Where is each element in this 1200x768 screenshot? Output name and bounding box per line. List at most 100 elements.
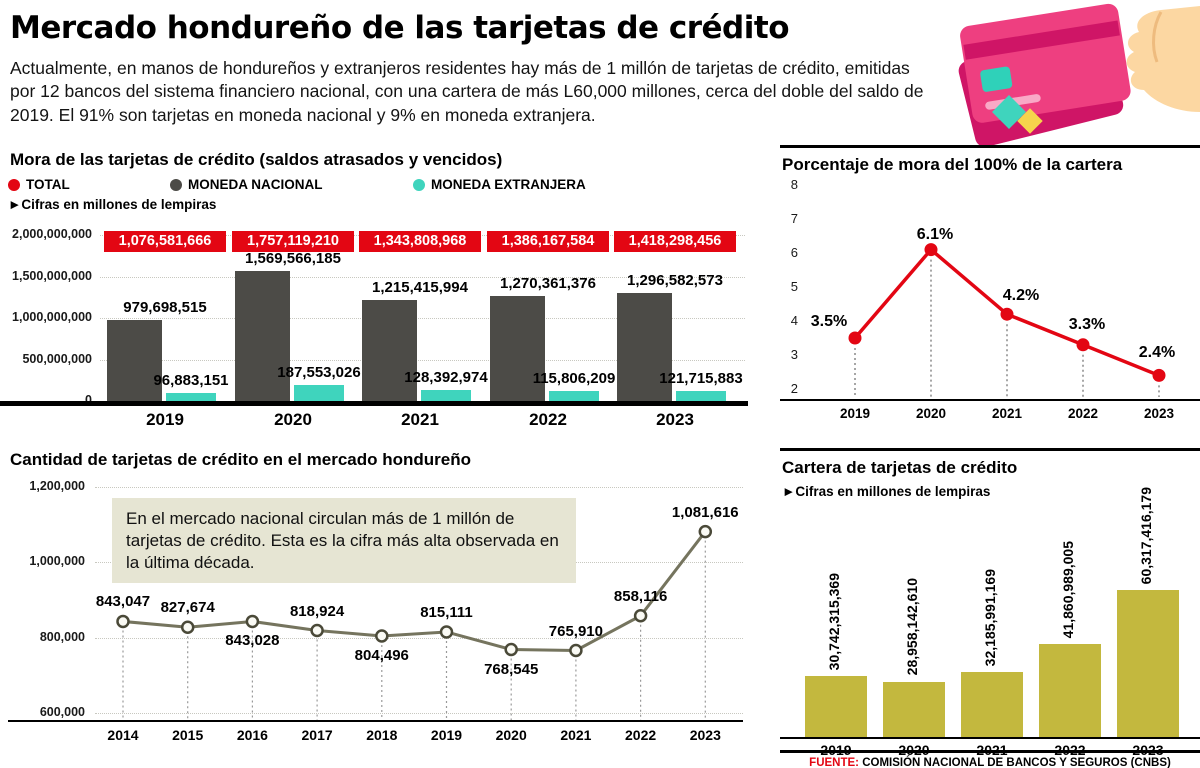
bar-value-label: 979,698,515	[123, 298, 207, 316]
x-axis	[0, 401, 748, 406]
x-axis-year: 2021	[401, 410, 439, 429]
bar-moneda-nacional	[362, 300, 417, 401]
total-badge: 1,076,581,666	[104, 231, 226, 252]
total-badge: 1,386,167,584	[487, 231, 609, 252]
bar-value-label: 1,296,582,573	[627, 272, 723, 290]
x-axis-year: 2022	[529, 410, 567, 429]
cartera-note: ►Cifras en millones de lempiras	[782, 484, 991, 499]
cantidad-tarjetas-title: Cantidad de tarjetas de crédito en el me…	[10, 450, 471, 469]
page-title: Mercado hondureño de las tarjetas de cré…	[10, 10, 790, 46]
y-axis-label: 6	[790, 245, 798, 260]
bar-value-label: 1,569,566,185	[245, 249, 341, 267]
x-axis-year: 2021	[991, 406, 1023, 421]
total-badge: 1,418,298,456	[614, 231, 736, 252]
x-axis-year: 2019	[146, 410, 184, 429]
mora-chart-legend: TOTAL MONEDA NACIONAL MONEDA EXTRANJERA	[0, 177, 748, 197]
credit-cards-illustration	[945, 0, 1200, 147]
moneda-nacional-legend-dot-icon	[170, 178, 182, 191]
gridline	[95, 637, 743, 639]
x-axis-year: 2021	[560, 727, 592, 743]
cartera-bar	[1039, 643, 1101, 737]
section-divider	[780, 448, 1200, 451]
y-axis-label: 500,000,000	[22, 351, 92, 366]
cartera-plot: 30,742,315,369 2019 28,958,142,610 2020 32,1…	[780, 448, 1200, 768]
bar-moneda-nacional	[235, 270, 290, 401]
y-axis-label: 7	[790, 211, 798, 226]
y-axis-label: 5	[790, 279, 798, 294]
y-axis-label: 8	[790, 177, 798, 192]
x-axis-year: 2020	[495, 727, 527, 743]
point-label: 1,081,616	[671, 503, 739, 521]
point-label: 843,028	[225, 632, 280, 650]
total-legend-dot-icon	[8, 178, 20, 191]
x-axis-year: 2018	[366, 727, 398, 743]
cantidad-tarjetas-plot: 1,200,000 1,000,000 800,000 600,000 843,047 8…	[0, 443, 748, 748]
point-label: 804,496	[354, 646, 409, 664]
y-axis-label: 4	[790, 313, 798, 328]
legend-label-total: TOTAL	[26, 177, 70, 192]
bar-value-label: 121,715,883	[659, 369, 743, 387]
x-axis-year: 2019	[430, 727, 463, 743]
bar-moneda-extranjera	[676, 390, 726, 401]
cartera-title: Cartera de tarjetas de crédito	[782, 458, 1018, 477]
mora-chart-title: Mora de las tarjetas de crédito (saldos …	[10, 150, 503, 169]
gridline	[100, 318, 745, 319]
porcentaje-mora-section: Porcentaje de mora del 100% de la carter…	[780, 145, 1200, 443]
point-label: 818,924	[289, 602, 345, 620]
bar-value-label: 96,883,151	[153, 371, 229, 389]
x-axis-year: 2019	[839, 406, 871, 421]
y-axis-label: 800,000	[39, 629, 85, 644]
y-axis-label: 1,200,000	[29, 479, 85, 493]
gridline	[100, 276, 745, 278]
legend-item-total: TOTAL	[8, 177, 70, 192]
bar-value-label: 115,806,209	[532, 370, 616, 388]
porcentaje-mora-title: Porcentaje de mora del 100% de la carter…	[782, 155, 1123, 174]
point-label: 4.2%	[1002, 287, 1040, 305]
source-line: FUENTE: COMISIÓN NACIONAL DE BANCOS Y SE…	[780, 750, 1200, 768]
bar-moneda-extranjera	[166, 392, 216, 401]
cartera-bar	[1117, 590, 1179, 737]
mora-chart-note: ►Cifras en millones de lempiras	[8, 197, 217, 212]
source-label: FUENTE:	[809, 757, 860, 768]
bar-value-label: 1,270,361,376	[500, 274, 596, 292]
point-label: 2.4%	[1138, 344, 1176, 362]
legend-label-moneda-nacional: MONEDA NACIONAL	[188, 177, 323, 192]
bar-value-label: 1,215,415,994	[372, 279, 468, 297]
point-label: 827,674	[160, 599, 215, 617]
bar-value-label: 187,553,026	[277, 364, 361, 382]
y-axis-label: 1,500,000,000	[12, 268, 92, 283]
bar-moneda-nacional	[490, 295, 545, 401]
y-axis-label: 1,000,000	[29, 554, 85, 569]
point-label: 765,910	[548, 622, 603, 640]
bar-value-label: 41,860,989,005	[1060, 540, 1076, 638]
point-label: 6.1%	[916, 225, 954, 243]
porcentaje-line-canvas	[848, 243, 1166, 397]
point-label: 3.5%	[810, 313, 848, 330]
bar-moneda-nacional	[617, 293, 672, 401]
x-axis-year: 2022	[1067, 406, 1099, 421]
point-label: 768,545	[484, 660, 539, 678]
cartera-bar	[805, 676, 867, 737]
moneda-extranjera-legend-dot-icon	[413, 178, 425, 191]
bar-value-label: 128,392,974	[404, 369, 488, 387]
x-axis-year: 2020	[915, 406, 947, 421]
x-axis-year: 2020	[274, 410, 312, 429]
credit-cards-icon	[958, 3, 1200, 147]
x-axis	[780, 399, 1200, 401]
cartera-bar	[961, 672, 1023, 737]
y-axis-label: 0	[85, 393, 92, 407]
point-label: 858,116	[613, 587, 668, 605]
bar-value-label: 32,185,991,169	[982, 568, 998, 667]
x-axis-year: 2016	[236, 727, 268, 743]
cartera-bar	[883, 681, 945, 737]
x-axis-year: 2014	[107, 727, 139, 743]
cartera-section: Cartera de tarjetas de crédito ►Cifras e…	[780, 448, 1200, 768]
point-label: 843,047	[95, 593, 151, 611]
source-text: COMISIÓN NACIONAL DE BANCOS Y SEGUROS (C…	[859, 757, 1171, 768]
mora-chart-plot: 2,000,000,000 1,500,000,000 1,000,000,000 5…	[0, 148, 748, 443]
x-axis-year: 2023	[1143, 406, 1175, 421]
legend-label-moneda-extranjera: MONEDA EXTRANJERA	[431, 177, 586, 192]
y-axis-label: 2	[790, 381, 798, 396]
porcentaje-mora-plot: 8 7 6 5 4 3 2 3.5% 6.1% 4.2% 3.3% 2.4% 2019 2020 2021 2…	[780, 145, 1200, 443]
y-axis-label: 600,000	[39, 705, 85, 719]
